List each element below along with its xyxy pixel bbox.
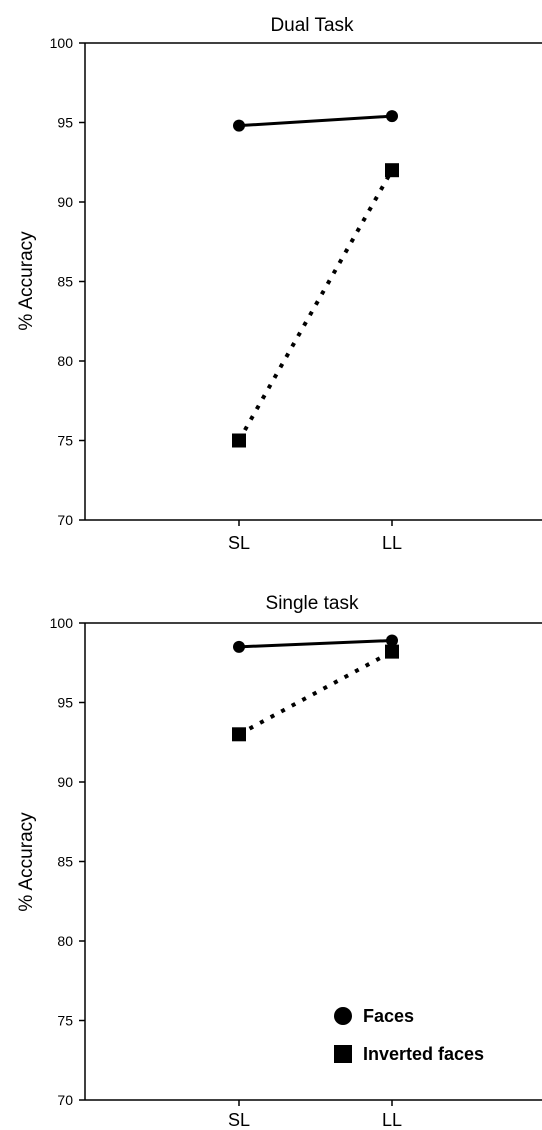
point-inverted-faces [232,727,246,742]
series-line-faces [238,638,393,649]
y-tick-label: 95 [57,695,73,711]
y-tick-label: 100 [50,615,74,631]
point-faces [233,640,245,653]
y-tick-label: 80 [57,933,73,949]
y-axis-label: % Accuracy [16,231,37,331]
y-axis-label: % Accuracy [16,812,37,912]
point-faces [386,110,398,123]
x-tick-label: SL [228,533,250,553]
legend-marker-inverted-faces [334,1045,352,1063]
y-tick-label: 85 [57,854,73,870]
chart-title: Single task [266,593,359,614]
point-faces [386,634,398,647]
point-inverted-faces [232,433,246,448]
chart-panel-2: Single task % Accuracy 70 75 80 85 90 95 100 SL LL… [16,593,542,1130]
x-tick-label: LL [382,1110,402,1130]
series-line-inverted-faces [237,169,394,442]
y-tick-label: 90 [57,774,73,790]
y-tick-label: 70 [57,512,73,528]
point-faces [233,119,245,132]
point-inverted-faces [385,644,399,659]
series-line-inverted-faces [238,649,393,737]
legend-marker-faces [334,1007,352,1025]
y-tick-label: 95 [57,115,73,131]
y-tick-label: 90 [57,194,73,210]
y-tick-label: 70 [57,1092,73,1108]
y-tick-label: 80 [57,353,73,369]
y-tick-label: 75 [57,1013,73,1029]
chart-panel-1: Dual Task % Accuracy 70 75 80 85 90 95 100 SL LL [16,15,542,553]
legend-label-faces: Faces [363,1006,414,1026]
point-inverted-faces [385,163,399,178]
legend-label-inverted-faces: Inverted faces [363,1044,484,1064]
y-tick-label: 100 [50,35,74,51]
y-tick-label: 75 [57,433,73,449]
x-tick-label: SL [228,1110,250,1130]
chart-title: Dual Task [270,15,354,36]
y-tick-label: 85 [57,274,73,290]
series-line-faces [238,114,393,128]
x-tick-label: LL [382,533,402,553]
legend: Faces Inverted faces [334,1006,484,1064]
